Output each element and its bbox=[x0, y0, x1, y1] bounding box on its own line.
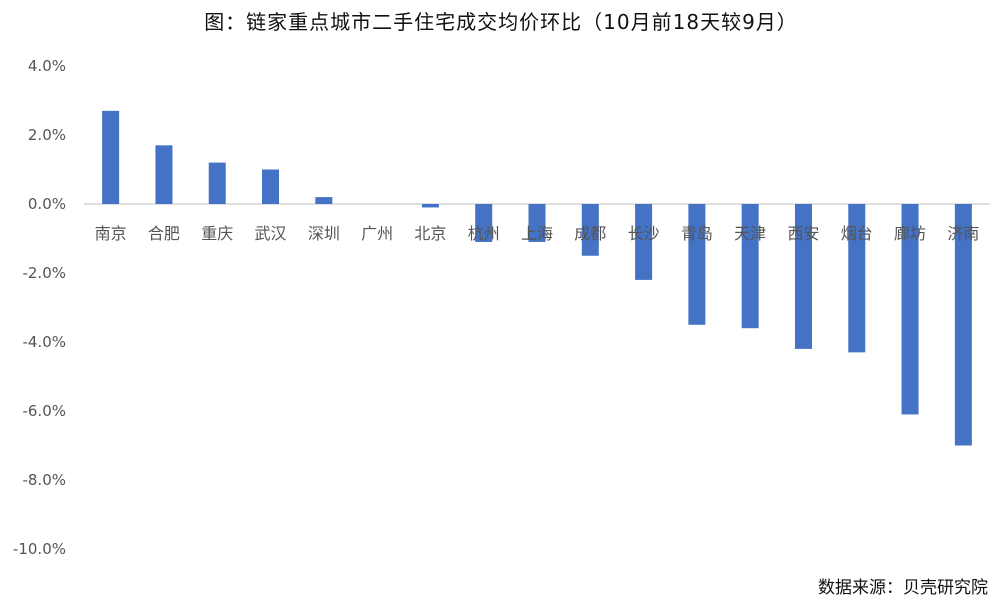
x-category-label: 济南 bbox=[947, 224, 979, 243]
chart-title: 图：链家重点城市二手住宅成交均价环比（10月前18天较9月） bbox=[204, 10, 798, 34]
bar-6 bbox=[421, 204, 439, 208]
bar-2 bbox=[208, 162, 226, 204]
x-category-label: 杭州 bbox=[468, 224, 500, 243]
bar-0 bbox=[102, 110, 120, 204]
x-category-label: 青岛 bbox=[681, 224, 713, 243]
y-tick-label: 4.0% bbox=[28, 57, 66, 75]
y-tick-label: -10.0% bbox=[13, 540, 66, 558]
bar-14 bbox=[848, 204, 866, 353]
x-category-label: 南京 bbox=[95, 224, 127, 243]
bar-11 bbox=[688, 204, 706, 325]
x-category-label: 成都 bbox=[574, 224, 606, 243]
y-tick-label: -2.0% bbox=[22, 264, 66, 282]
x-category-label: 廊坊 bbox=[894, 224, 926, 243]
bar-4 bbox=[315, 197, 333, 204]
y-tick-label: 0.0% bbox=[28, 195, 66, 213]
bar-8 bbox=[528, 204, 546, 242]
y-tick-label: -6.0% bbox=[22, 402, 66, 420]
x-category-label: 合肥 bbox=[148, 224, 180, 243]
bar-3 bbox=[262, 169, 280, 204]
x-category-label: 武汉 bbox=[255, 224, 287, 243]
x-category-label: 上海 bbox=[521, 224, 553, 243]
x-category-label: 天津 bbox=[734, 224, 766, 243]
bar-7 bbox=[475, 204, 493, 242]
y-tick-label: -4.0% bbox=[22, 333, 66, 351]
bar-9 bbox=[581, 204, 599, 256]
x-category-label: 长沙 bbox=[628, 224, 660, 243]
y-tick-label: 2.0% bbox=[28, 126, 66, 144]
x-category-label: 广州 bbox=[361, 224, 393, 243]
bar-15 bbox=[901, 204, 919, 415]
bar-1 bbox=[155, 145, 173, 204]
bar-12 bbox=[741, 204, 759, 329]
x-category-label: 重庆 bbox=[201, 224, 233, 243]
bar-10 bbox=[635, 204, 653, 280]
x-category-label: 西安 bbox=[787, 224, 819, 243]
bar-16 bbox=[954, 204, 972, 446]
x-category-label: 烟台 bbox=[841, 224, 873, 243]
x-category-label: 北京 bbox=[414, 224, 446, 243]
source-note: 数据来源：贝壳研究院 bbox=[818, 578, 988, 598]
x-category-label: 深圳 bbox=[308, 224, 340, 243]
bar-13 bbox=[794, 204, 812, 349]
y-tick-label: -8.0% bbox=[22, 471, 66, 489]
